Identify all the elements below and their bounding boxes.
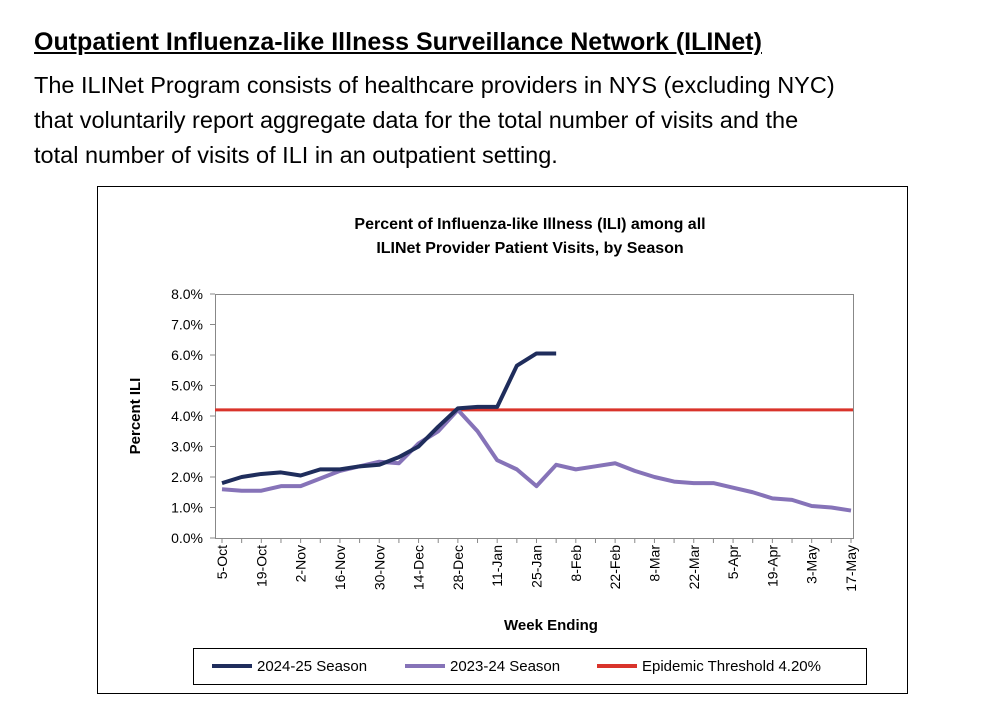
x-tick-label: 19-Oct [253,545,269,587]
y-tick-label: 5.0% [171,378,203,394]
x-tick-label: 19-Apr [764,545,780,587]
x-tick-label: 8-Feb [568,545,584,582]
x-tick-label: 2-Nov [293,545,309,582]
y-tick-label: 0.0% [171,530,203,546]
y-tick-label: 2.0% [171,469,203,485]
y-tick-label: 6.0% [171,347,203,363]
legend-label: Epidemic Threshold 4.20% [642,658,821,675]
y-tick-label: 8.0% [171,286,203,302]
legend [193,648,867,685]
x-axis-label: Week Ending [504,617,598,634]
x-tick-label: 5-Apr [725,545,741,580]
x-tick-label: 22-Mar [686,545,702,590]
series-line [221,351,557,486]
y-tick-label: 4.0% [171,408,203,424]
x-tick-label: 5-Oct [214,545,230,579]
paragraph-line: that voluntarily report aggregate data f… [34,107,799,133]
x-tick-label: 17-May [843,545,859,592]
legend-label: 2023-24 Season [450,658,560,675]
legend-label: 2024-25 Season [257,658,367,675]
series-line [221,407,852,513]
y-axis-label: Percent ILI [127,378,144,455]
heading: Outpatient Influenza-like Illness Survei… [34,28,762,56]
x-tick-label: 30-Nov [371,545,387,590]
y-tick-label: 3.0% [171,439,203,455]
chart-title: ILINet Provider Patient Visits, by Seaso… [376,240,683,257]
plot-area [215,294,854,539]
x-tick-label: 25-Jan [529,545,545,588]
chart-frame [97,186,908,694]
x-tick-label: 22-Feb [607,545,623,590]
chart-title: Percent of Influenza-like Illness (ILI) … [354,216,705,233]
x-tick-label: 16-Nov [332,545,348,590]
y-tick-label: 7.0% [171,317,203,333]
x-tick-label: 3-May [804,545,820,584]
x-tick-label: 11-Jan [489,545,505,587]
x-tick-label: 14-Dec [411,545,427,590]
paragraph-line: The ILINet Program consists of healthcar… [34,72,835,98]
paragraph-line: total number of visits of ILI in an outp… [34,142,558,168]
x-tick-label: 28-Dec [450,545,466,590]
y-tick-label: 1.0% [171,500,203,516]
paragraph: The ILINet Program consists of healthcar… [34,68,835,173]
x-tick-label: 8-Mar [646,545,662,582]
